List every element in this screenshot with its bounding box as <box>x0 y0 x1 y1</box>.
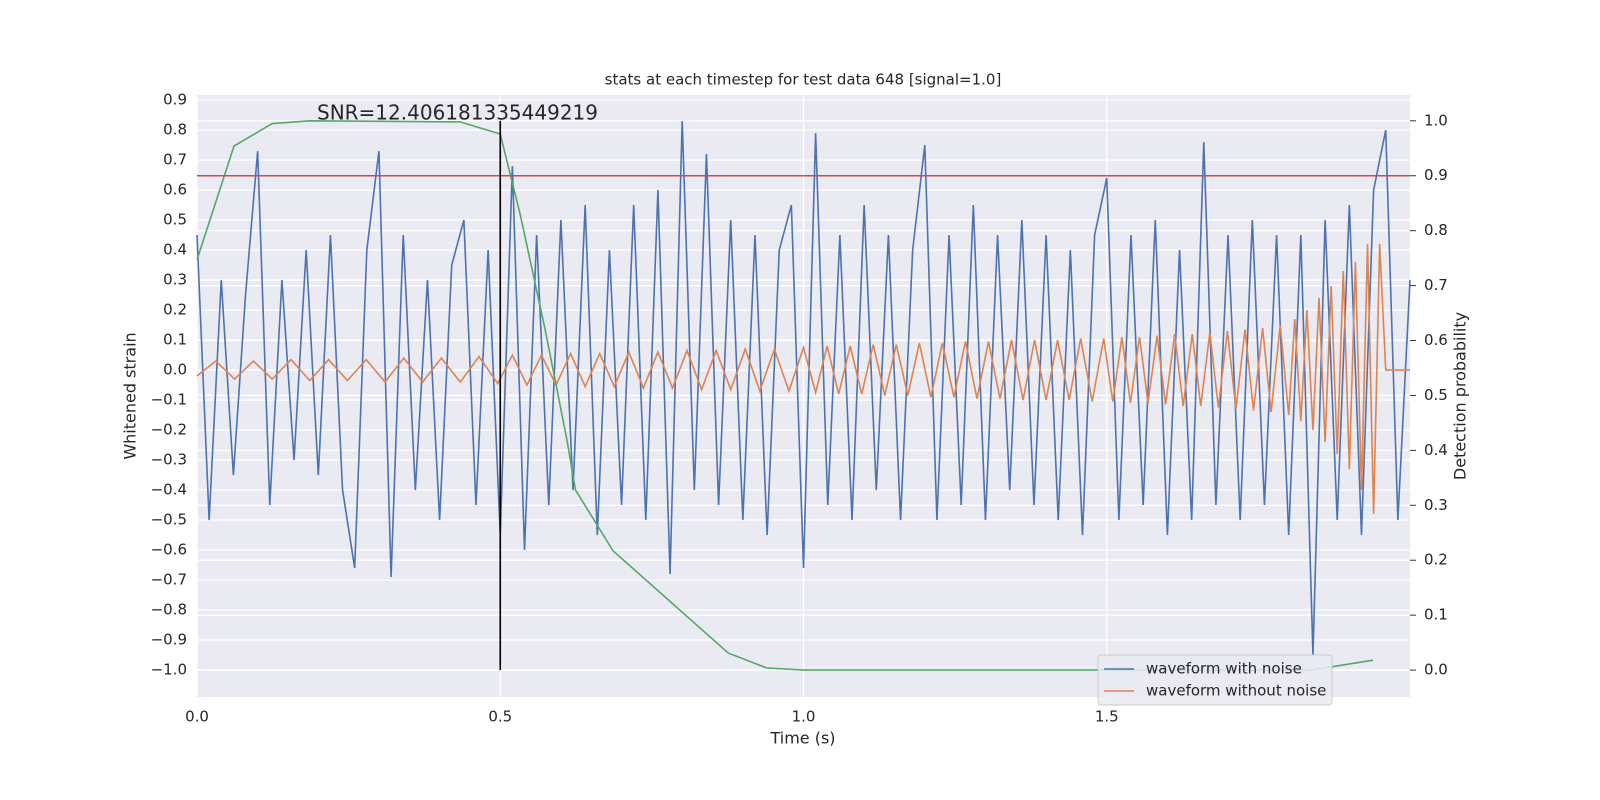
legend-label: waveform without noise <box>1146 682 1326 700</box>
y-tick-label: 0.4 <box>163 241 187 259</box>
y2-tick-label: 1.0 <box>1424 111 1448 129</box>
y-tick-label: 0.7 <box>163 151 187 169</box>
legend-label: waveform with noise <box>1146 660 1302 678</box>
series-line <box>196 244 1410 515</box>
y2-tick-label: 0.8 <box>1424 221 1448 239</box>
y-tick-label: −0.2 <box>151 421 187 439</box>
y-tick-label: 0.2 <box>163 301 187 319</box>
y-tick-label: 0.0 <box>163 361 187 379</box>
y-tick-label: −0.8 <box>151 601 187 619</box>
y-tick-label: −1.0 <box>151 661 187 679</box>
x-tick-label: 1.0 <box>792 708 816 726</box>
y-tick-label: 0.8 <box>163 121 187 139</box>
y-tick-label: −0.9 <box>151 631 187 649</box>
y2-tick-label: 0.3 <box>1424 496 1448 514</box>
y2-tick-label: 0.6 <box>1424 331 1448 349</box>
x-axis-label: Time (s) <box>769 729 835 748</box>
y-tick-label: 0.1 <box>163 331 187 349</box>
legend <box>1097 654 1333 706</box>
chart-title: stats at each timestep for test data 648… <box>605 71 1002 89</box>
y2-tick-label: 0.1 <box>1424 606 1448 624</box>
y-axis-label: Whitened strain <box>121 332 140 459</box>
series-line <box>196 121 1411 656</box>
y2-tick-label: 0.2 <box>1424 551 1448 569</box>
y2-tick-label: 0.5 <box>1424 386 1448 404</box>
x-tick-label: 0.5 <box>488 708 512 726</box>
y2-axis-label: Detection probability <box>1451 312 1470 480</box>
y-tick-label: −0.6 <box>151 541 187 559</box>
series-line <box>196 120 1374 671</box>
y-tick-label: −0.1 <box>151 391 187 409</box>
x-tick-label: 1.5 <box>1095 708 1119 726</box>
y-tick-label: 0.3 <box>163 271 187 289</box>
y2-tick-label: 0.4 <box>1424 441 1448 459</box>
y2-tick-label: 0.0 <box>1424 661 1448 679</box>
y-tick-label: −0.5 <box>151 511 187 529</box>
x-tick-label: 0.0 <box>185 708 209 726</box>
annotation: SNR=12.406181335449219 <box>317 101 598 125</box>
y-tick-label: 0.6 <box>163 181 187 199</box>
y-tick-label: 0.5 <box>163 211 187 229</box>
y-tick-label: −0.4 <box>151 481 187 499</box>
y-tick-label: −0.7 <box>151 571 187 589</box>
y2-tick-label: 0.7 <box>1424 276 1448 294</box>
y-tick-label: −0.3 <box>151 451 187 469</box>
y2-tick-label: 0.9 <box>1424 166 1448 184</box>
y-tick-label: 0.9 <box>163 91 187 109</box>
